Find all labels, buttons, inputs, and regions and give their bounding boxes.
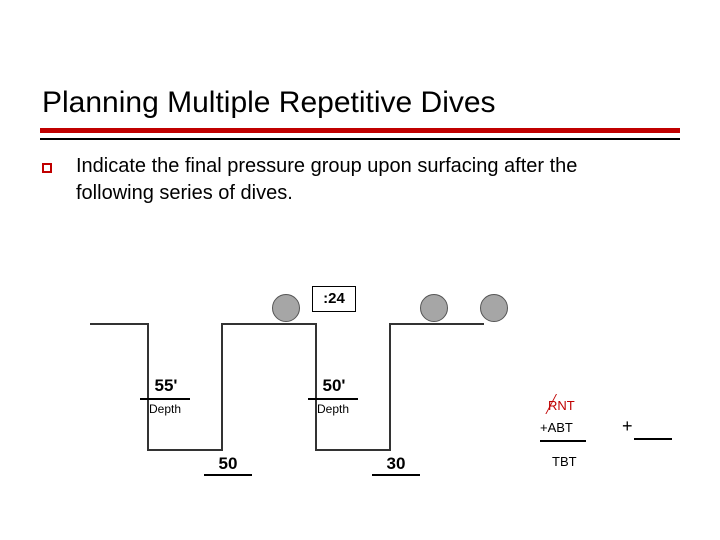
dive1-depth-value: 55'	[138, 376, 194, 396]
abt-underline	[540, 440, 586, 442]
dive2-depth-label: Depth	[308, 402, 358, 416]
dive1-depth-underline	[140, 398, 190, 400]
dive1-depth-label: Depth	[140, 402, 190, 416]
pressure-group-circle-1	[272, 294, 300, 322]
dive-profile-path	[0, 0, 720, 540]
plus-symbol: +	[622, 416, 633, 437]
dive2-depth-underline	[308, 398, 358, 400]
dive-profile-diagram: :24 55' Depth 50' Depth 50 30 RNT +ABT T…	[0, 0, 720, 540]
abt-label: +ABT	[540, 420, 573, 435]
rnt-label: RNT	[548, 398, 575, 413]
tbt-label: TBT	[552, 454, 577, 469]
plus-underline	[634, 438, 672, 440]
dive1-bt-underline	[204, 474, 252, 476]
pressure-group-circle-3	[480, 294, 508, 322]
dive2-depth-value: 50'	[306, 376, 362, 396]
surface-interval-box: :24	[312, 286, 356, 312]
rnt-strike-text: RNT	[548, 398, 575, 413]
dive2-bt-underline	[372, 474, 420, 476]
dive1-bottom-time: 50	[204, 454, 252, 474]
pressure-group-circle-2	[420, 294, 448, 322]
dive2-bottom-time: 30	[372, 454, 420, 474]
